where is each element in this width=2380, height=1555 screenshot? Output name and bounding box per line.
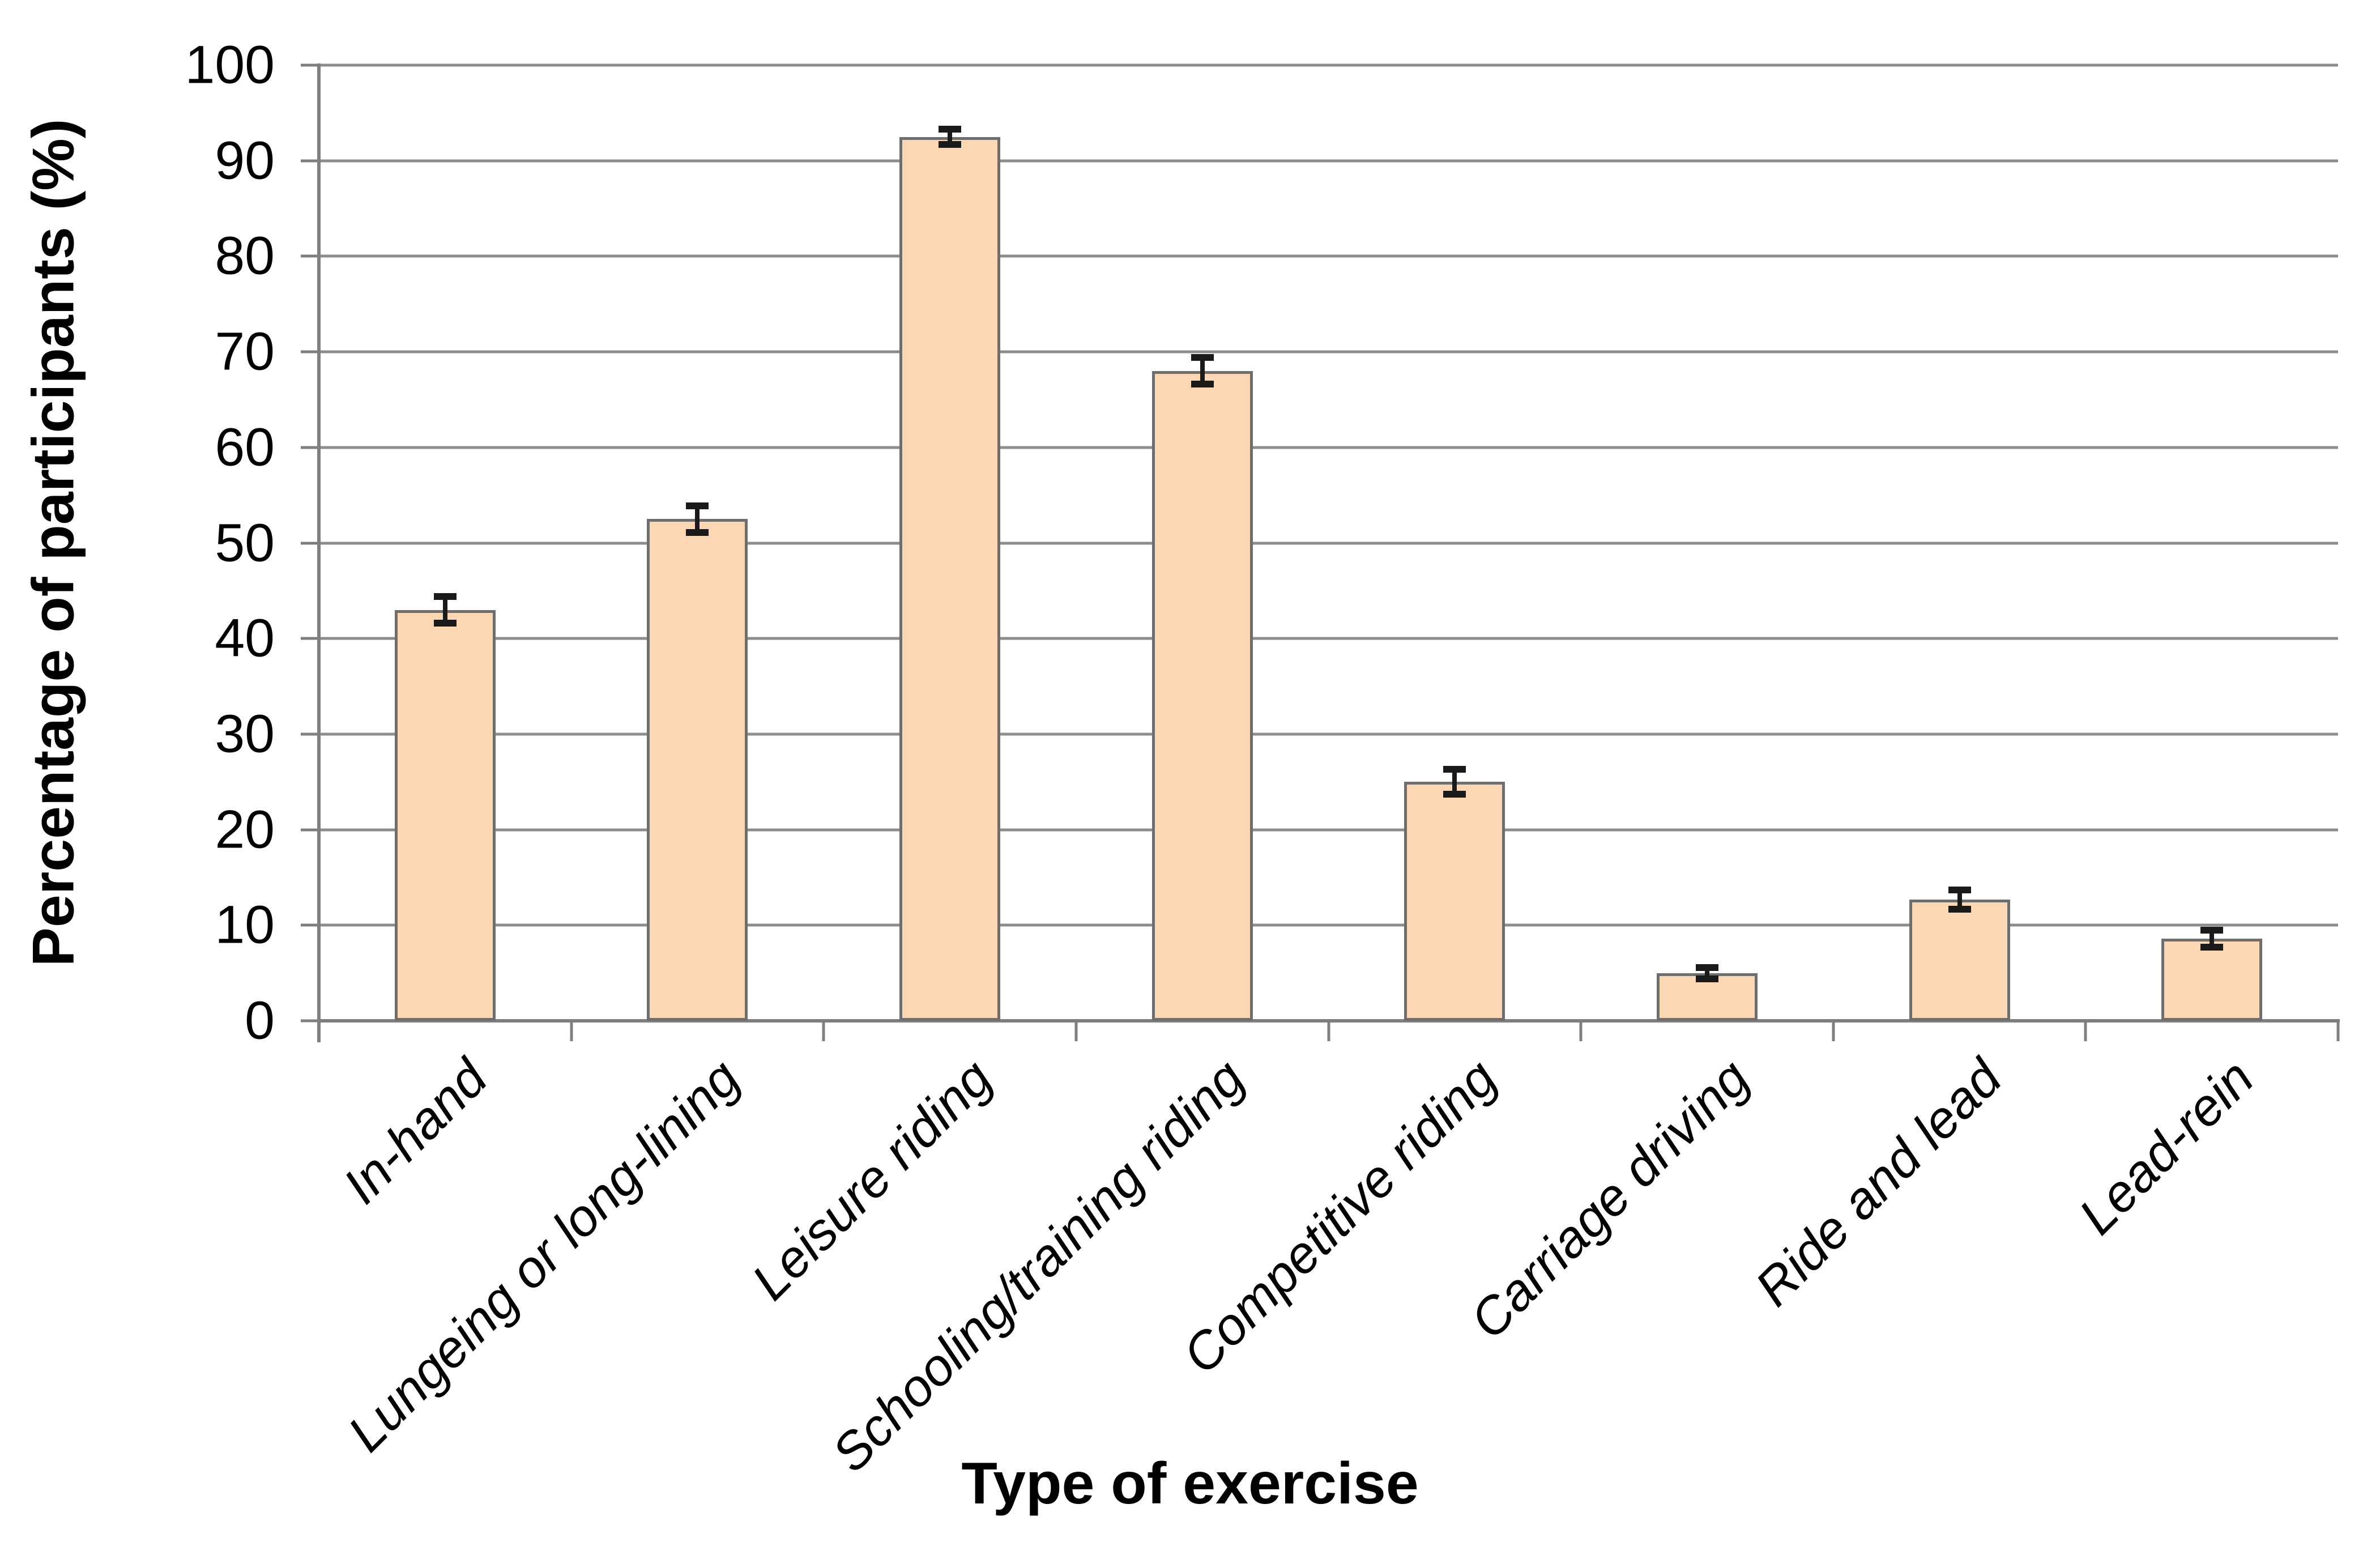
y-axis-tick <box>301 637 319 640</box>
y-axis-tick <box>301 254 319 258</box>
error-bar-line <box>1704 967 1709 979</box>
y-axis-tick <box>301 542 319 544</box>
error-bar-cap-bottom <box>1948 905 1971 913</box>
gridline <box>319 542 2338 544</box>
error-bar-line <box>2210 930 2215 948</box>
error-bar-line <box>442 596 447 624</box>
y-axis-tick-label: 40 <box>215 608 275 668</box>
error-bar-cap-top <box>686 502 709 509</box>
x-axis-tick <box>1832 1021 1835 1041</box>
x-axis-tick <box>1579 1021 1583 1041</box>
y-axis-tick-label: 0 <box>245 990 275 1051</box>
bar <box>1404 782 1505 1021</box>
y-axis-tick-label: 80 <box>215 225 275 286</box>
x-category-label: Leisure riding <box>740 1049 1003 1311</box>
y-axis-tick <box>301 732 319 736</box>
y-axis-tick <box>301 923 319 927</box>
gridline <box>319 446 2338 449</box>
bar <box>647 519 748 1021</box>
error-bar-cap-bottom <box>1443 791 1466 798</box>
y-axis-tick <box>301 828 319 832</box>
gridline <box>319 828 2338 832</box>
y-axis-tick-label: 50 <box>215 513 275 573</box>
x-axis-tick <box>2084 1021 2087 1041</box>
x-axis-tick <box>1074 1021 1078 1041</box>
gridline <box>319 637 2338 640</box>
error-bar-cap-top <box>1695 964 1718 971</box>
bar <box>2161 938 2263 1021</box>
x-axis-tick <box>822 1021 825 1041</box>
y-axis-tick-label: 10 <box>215 894 275 955</box>
y-axis-tick <box>301 350 319 353</box>
y-axis-tick-label: 60 <box>215 417 275 478</box>
error-bar-cap-top <box>939 126 962 133</box>
error-bar-cap-top <box>1191 354 1214 361</box>
error-bar-cap-top <box>1948 886 1971 893</box>
x-axis-title: Type of exercise <box>961 1451 1419 1516</box>
y-axis-line <box>317 63 321 1042</box>
error-bar-line <box>1200 357 1205 385</box>
y-axis-tick-label: 70 <box>215 321 275 382</box>
x-category-label: Schooling/training riding <box>821 1049 1256 1483</box>
gridline <box>319 63 2338 67</box>
error-bar-cap-bottom <box>1695 975 1718 982</box>
error-bar-cap-top <box>433 593 457 600</box>
y-axis-tick-label: 20 <box>215 799 275 860</box>
bar <box>1151 370 1253 1021</box>
bar <box>394 610 496 1021</box>
y-axis-tick-label: 100 <box>185 35 275 95</box>
x-category-label: Lead-rein <box>2068 1049 2265 1246</box>
x-category-label: In-hand <box>332 1049 498 1215</box>
y-axis-tick <box>301 446 319 449</box>
y-axis-tick <box>301 159 319 163</box>
gridline <box>319 732 2338 736</box>
x-axis-tick <box>2336 1021 2340 1041</box>
gridline <box>319 159 2338 163</box>
x-axis-tick <box>570 1021 573 1041</box>
error-bar-cap-top <box>1443 766 1466 773</box>
x-axis-tick <box>1327 1021 1330 1041</box>
error-bar-line <box>1957 889 1962 909</box>
error-bar-cap-bottom <box>2200 944 2224 951</box>
error-bar-cap-bottom <box>686 529 709 536</box>
error-bar-cap-bottom <box>1191 381 1214 388</box>
error-bar-cap-top <box>2200 926 2224 934</box>
gridline <box>319 254 2338 258</box>
error-bar-line <box>948 129 953 144</box>
gridline <box>319 350 2338 353</box>
y-axis-title: Percentage of participants (%) <box>20 118 87 967</box>
error-bar-line <box>695 505 700 532</box>
y-axis-tick-label: 30 <box>215 704 275 764</box>
x-category-label: Ride and lead <box>1744 1049 2013 1318</box>
x-category-label: Carriage driving <box>1459 1049 1760 1350</box>
x-axis-line <box>317 1019 2340 1023</box>
error-bar-cap-bottom <box>939 141 962 148</box>
y-axis-tick-label: 90 <box>215 130 275 191</box>
gridline <box>319 923 2338 927</box>
error-bar-line <box>1452 769 1457 795</box>
bar <box>1909 899 2010 1021</box>
error-bar-cap-bottom <box>433 620 457 627</box>
y-axis-tick <box>301 1019 319 1023</box>
y-axis-tick <box>301 63 319 67</box>
bar <box>899 137 1001 1021</box>
